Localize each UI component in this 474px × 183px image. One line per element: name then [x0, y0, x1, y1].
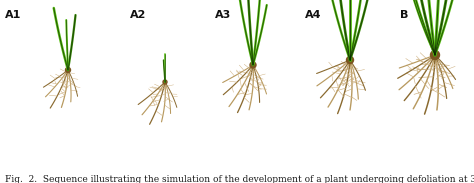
Circle shape: [430, 51, 439, 59]
Text: B: B: [400, 10, 409, 20]
Circle shape: [163, 80, 167, 84]
Circle shape: [250, 62, 256, 68]
Text: Fig.  2.  Sequence illustrating the simulation of the development of a plant und: Fig. 2. Sequence illustrating the simula…: [5, 175, 474, 183]
Text: A4: A4: [305, 10, 321, 20]
Circle shape: [346, 57, 354, 64]
Text: A3: A3: [215, 10, 231, 20]
Text: A1: A1: [5, 10, 21, 20]
Text: A2: A2: [130, 10, 146, 20]
Circle shape: [65, 68, 71, 72]
